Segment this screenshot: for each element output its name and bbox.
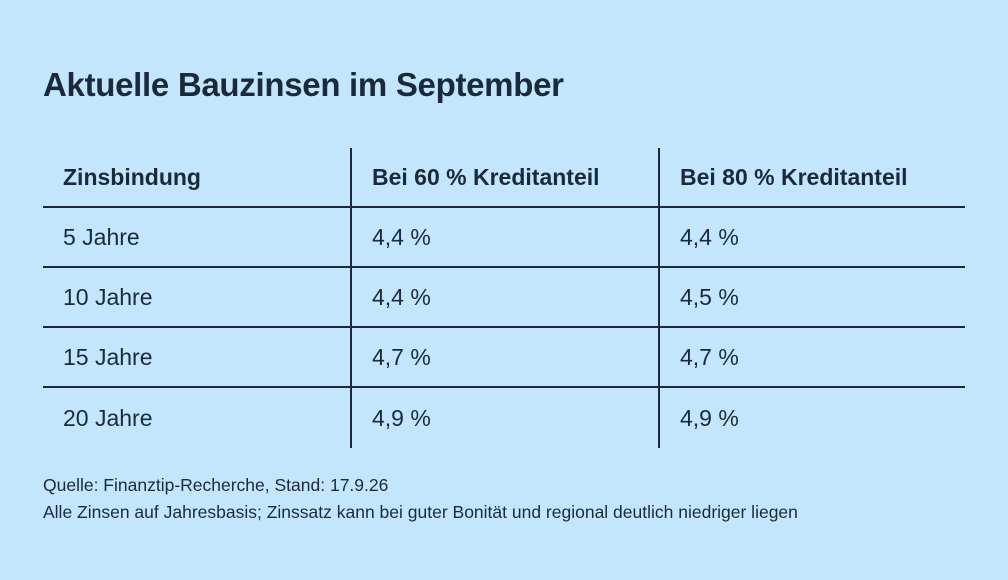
cell-rate-60: 4,4 % (350, 208, 658, 266)
cell-term: 5 Jahre (63, 223, 140, 250)
table-row: 5 Jahre 4,4 % 4,4 % (43, 208, 965, 268)
source-note: Quelle: Finanztip-Recherche, Stand: 17.9… (43, 475, 389, 495)
cell-rate-80: 4,4 % (658, 208, 965, 266)
cell-rate-60: 4,7 % (350, 328, 658, 386)
cell-term: 15 Jahre (63, 343, 153, 370)
table-row: 20 Jahre 4,9 % 4,9 % (43, 388, 965, 448)
cell-term: 20 Jahre (63, 404, 153, 431)
interest-rate-table: Zinsbindung Bei 60 % Kreditanteil Bei 80… (43, 148, 965, 448)
cell-rate-80: 4,7 % (658, 328, 965, 386)
page-title: Aktuelle Bauzinsen im September (43, 66, 564, 103)
cell-term: 10 Jahre (63, 283, 153, 310)
cell-rate-60: 4,4 % (350, 268, 658, 326)
header-80-percent: Bei 80 % Kreditanteil (658, 148, 965, 206)
disclaimer-note: Alle Zinsen auf Jahresbasis; Zinssatz ka… (43, 502, 798, 522)
cell-rate-80: 4,5 % (658, 268, 965, 326)
table-row: 10 Jahre 4,4 % 4,5 % (43, 268, 965, 328)
header-zinsbindung: Zinsbindung (63, 163, 201, 190)
table-header-row: Zinsbindung Bei 60 % Kreditanteil Bei 80… (43, 148, 965, 208)
table-row: 15 Jahre 4,7 % 4,7 % (43, 328, 965, 388)
footer: Quelle: Finanztip-Recherche, Stand: 17.9… (43, 472, 798, 526)
header-60-percent: Bei 60 % Kreditanteil (350, 148, 658, 206)
cell-rate-60: 4,9 % (350, 388, 658, 448)
cell-rate-80: 4,9 % (658, 388, 965, 448)
